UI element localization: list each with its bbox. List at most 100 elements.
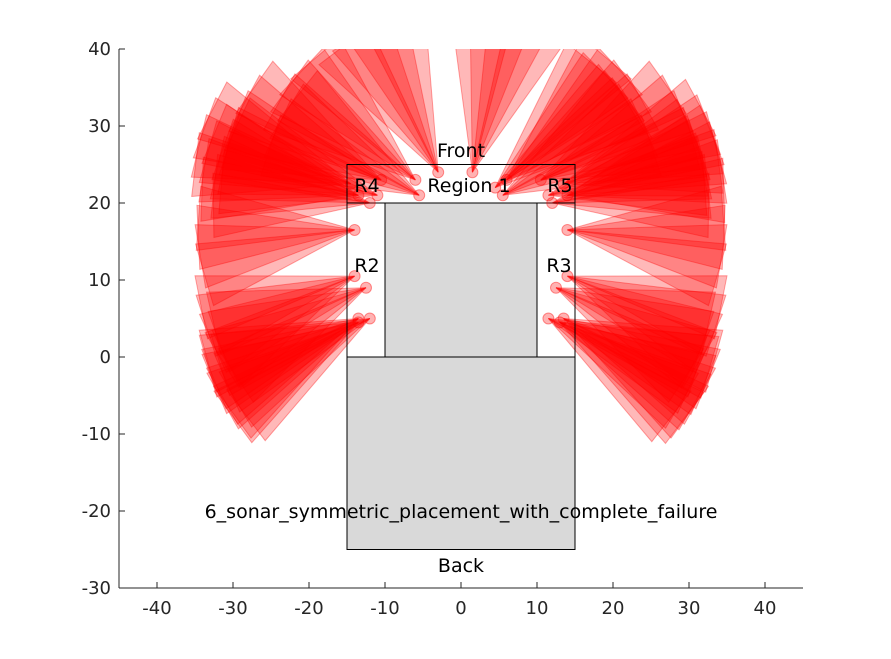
sonar-cone — [567, 121, 728, 196]
sonar-origin — [489, 181, 502, 194]
sonar-cone — [471, 49, 541, 173]
sonar-origin — [371, 189, 384, 202]
sonar-cone — [494, 49, 618, 188]
sonar-cone — [205, 287, 367, 356]
sonar-origin — [542, 312, 555, 325]
sonar-cone — [217, 130, 378, 196]
sonar-cone — [471, 49, 561, 173]
sonar-cone — [555, 287, 711, 389]
x-tick-label: 10 — [526, 598, 549, 619]
sonar-cone — [262, 73, 416, 181]
sonar-cone — [269, 83, 420, 196]
sonar-origin — [500, 173, 513, 186]
sonar-cone — [210, 318, 371, 397]
sonar-cone — [555, 287, 705, 403]
sonar-cone — [201, 321, 359, 415]
x-tick: -10 — [370, 582, 400, 619]
sonar-cone — [290, 49, 416, 181]
sonar-cone — [548, 114, 708, 196]
sonar-cone — [211, 118, 371, 204]
y-tick: -20 — [82, 501, 125, 522]
sonar-cone — [260, 114, 420, 196]
sonar-cone — [206, 321, 359, 430]
y-tick: -30 — [82, 578, 125, 599]
sonar-cone — [548, 98, 705, 196]
sonar-origin — [550, 281, 562, 294]
y-tick-label: -30 — [82, 578, 111, 599]
y-tick-label: 0 — [100, 347, 111, 368]
sonar-cone — [194, 224, 355, 289]
front-body — [384, 202, 538, 358]
sonar-origin — [496, 189, 509, 202]
sonar-origin — [546, 197, 559, 209]
sonar-origin — [561, 270, 574, 283]
sonar-cone — [211, 287, 367, 389]
region-top — [346, 164, 576, 204]
x-tick-label: 0 — [455, 598, 466, 619]
sonar-cone — [506, 73, 660, 181]
sonar-cone — [213, 321, 359, 444]
sonar-cone — [502, 83, 653, 196]
sonar-cone — [198, 321, 359, 398]
sonar-cone — [559, 321, 705, 445]
x-tick-label: -10 — [370, 598, 399, 619]
y-tick: 30 — [88, 116, 125, 137]
sonar-cone — [190, 113, 352, 185]
sonar-origin — [375, 173, 388, 186]
sonar-origin — [557, 177, 570, 190]
sonar-cone — [563, 318, 710, 439]
sonar-cone — [540, 74, 694, 181]
sonar-cone — [210, 153, 370, 219]
sonar-cone — [205, 318, 359, 425]
sonar-origin — [348, 270, 361, 283]
x-tick-label: 30 — [678, 598, 701, 619]
sonar-cone — [192, 96, 352, 185]
sonar-cone — [221, 106, 382, 181]
sonar-cone — [195, 275, 355, 357]
sonar-origin — [413, 189, 426, 202]
sonar-origin — [352, 189, 365, 202]
x-tick-label: -40 — [142, 598, 171, 619]
sonar-cone — [563, 318, 717, 425]
sonar-origins — [344, 166, 574, 329]
sonar-cone — [548, 318, 708, 398]
sonar-origin — [557, 312, 570, 325]
sonar-cone — [198, 318, 359, 393]
sonar-cone — [559, 321, 712, 431]
sonar-cone — [540, 89, 699, 181]
sonar-cone — [194, 275, 355, 340]
sonar-cone — [269, 59, 416, 181]
sonar-cone — [502, 98, 659, 196]
sonar-cone — [223, 89, 382, 181]
sonar-origin — [360, 281, 372, 294]
sonar-origin — [363, 197, 376, 209]
x-tick-label: 20 — [602, 598, 625, 619]
y-tick-label: 20 — [88, 193, 111, 214]
x-tick: -20 — [294, 582, 324, 619]
sonar-cone — [567, 204, 726, 271]
x-tick-label: -20 — [294, 598, 323, 619]
y-tick-label: 40 — [88, 39, 111, 60]
x-tick: -40 — [142, 582, 172, 619]
sonar-cone — [548, 150, 708, 216]
sonar-cone — [506, 59, 653, 181]
sonar-cone — [506, 49, 632, 181]
sonar-cone — [196, 81, 352, 185]
sonar-origin — [344, 177, 357, 190]
sonar-cone — [196, 204, 355, 271]
sonar-cone — [194, 229, 355, 307]
y-tick: 20 — [88, 193, 125, 214]
sonar-cone — [198, 275, 355, 374]
x-tick-label: -30 — [218, 598, 247, 619]
sonar-cone — [212, 318, 359, 439]
sonar-cone — [318, 49, 439, 173]
label-r5: R5 — [547, 175, 572, 197]
sonar-cone — [551, 135, 713, 204]
sonar-cone — [567, 275, 718, 389]
sonar-cone — [567, 185, 727, 251]
sonar-cone — [563, 110, 724, 185]
sonar-cone — [263, 98, 420, 196]
sonar-cone — [563, 128, 724, 194]
y-tick-label: -20 — [82, 501, 111, 522]
